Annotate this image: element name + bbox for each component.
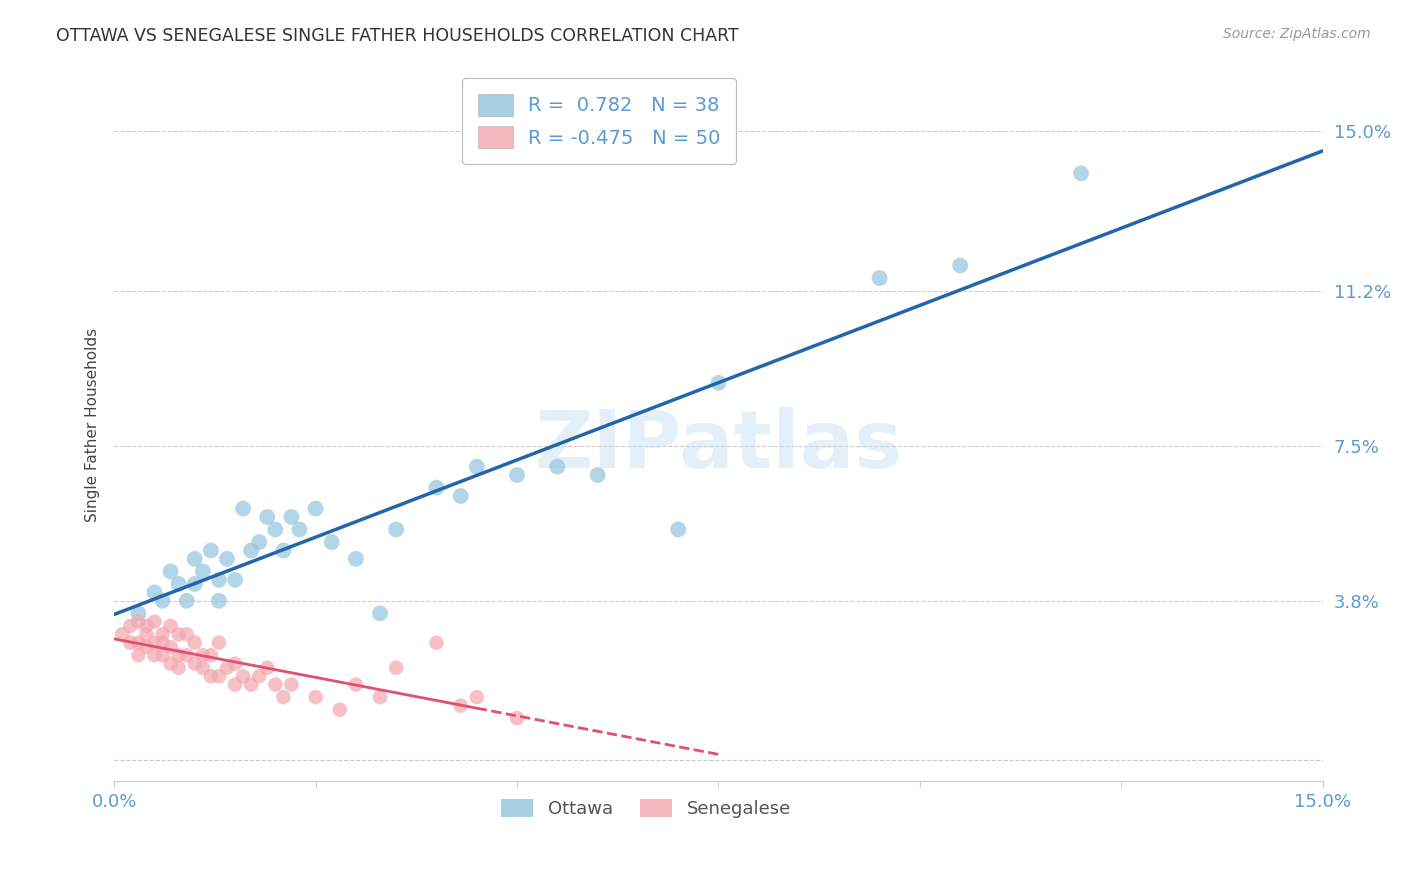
Point [506, 468, 529, 483]
Point [184, 657, 207, 671]
Point [425, 636, 447, 650]
Point [127, 636, 149, 650]
Point [368, 607, 391, 621]
Point [247, 535, 270, 549]
Point [200, 669, 222, 683]
Point [167, 627, 190, 641]
Point [1070, 166, 1092, 180]
Point [240, 543, 263, 558]
Point [200, 648, 222, 663]
Point [184, 552, 207, 566]
Text: ZIPatlas: ZIPatlas [534, 407, 903, 485]
Point [200, 543, 222, 558]
Point [344, 677, 367, 691]
Point [143, 636, 166, 650]
Point [167, 648, 190, 663]
Point [191, 648, 214, 663]
Point [143, 648, 166, 663]
Point [176, 594, 198, 608]
Point [111, 627, 134, 641]
Point [127, 648, 149, 663]
Point [240, 677, 263, 691]
Y-axis label: Single Father Households: Single Father Households [86, 327, 100, 522]
Point [264, 523, 287, 537]
Point [191, 661, 214, 675]
Point [256, 510, 278, 524]
Point [208, 669, 231, 683]
Point [167, 577, 190, 591]
Point [304, 690, 326, 705]
Point [215, 661, 238, 675]
Point [256, 661, 278, 675]
Point [135, 640, 157, 654]
Point [208, 594, 231, 608]
Point [707, 376, 730, 390]
Point [167, 661, 190, 675]
Point [232, 501, 254, 516]
Point [159, 657, 181, 671]
Point [135, 619, 157, 633]
Point [385, 523, 408, 537]
Point [184, 636, 207, 650]
Point [425, 481, 447, 495]
Point [224, 677, 246, 691]
Point [368, 690, 391, 705]
Text: OTTAWA VS SENEGALESE SINGLE FATHER HOUSEHOLDS CORRELATION CHART: OTTAWA VS SENEGALESE SINGLE FATHER HOUSE… [56, 27, 740, 45]
Point [666, 523, 689, 537]
Point [191, 565, 214, 579]
Point [208, 573, 231, 587]
Point [280, 510, 302, 524]
Point [120, 619, 142, 633]
Point [247, 669, 270, 683]
Point [546, 459, 568, 474]
Point [215, 552, 238, 566]
Point [176, 648, 198, 663]
Point [869, 271, 891, 285]
Point [152, 627, 174, 641]
Point [143, 615, 166, 629]
Point [465, 459, 488, 474]
Point [385, 661, 408, 675]
Point [273, 690, 295, 705]
Point [506, 711, 529, 725]
Point [264, 677, 287, 691]
Point [152, 636, 174, 650]
Point [184, 577, 207, 591]
Point [224, 657, 246, 671]
Point [304, 501, 326, 516]
Point [232, 669, 254, 683]
Point [159, 619, 181, 633]
Point [273, 543, 295, 558]
Point [152, 594, 174, 608]
Point [344, 552, 367, 566]
Point [120, 636, 142, 650]
Point [450, 698, 472, 713]
Point [586, 468, 609, 483]
Point [176, 627, 198, 641]
Point [465, 690, 488, 705]
Legend: Ottawa, Senegalese: Ottawa, Senegalese [494, 791, 799, 825]
Point [159, 565, 181, 579]
Point [135, 627, 157, 641]
Point [450, 489, 472, 503]
Point [127, 607, 149, 621]
Point [143, 585, 166, 599]
Point [321, 535, 343, 549]
Point [208, 636, 231, 650]
Point [152, 648, 174, 663]
Point [159, 640, 181, 654]
Point [288, 523, 311, 537]
Text: Source: ZipAtlas.com: Source: ZipAtlas.com [1223, 27, 1371, 41]
Point [280, 677, 302, 691]
Point [949, 259, 972, 273]
Point [329, 703, 352, 717]
Point [127, 615, 149, 629]
Point [224, 573, 246, 587]
